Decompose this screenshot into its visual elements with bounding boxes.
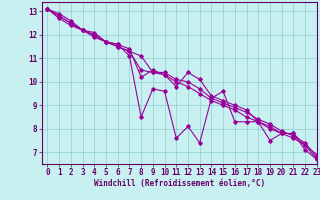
X-axis label: Windchill (Refroidissement éolien,°C): Windchill (Refroidissement éolien,°C) bbox=[94, 179, 265, 188]
